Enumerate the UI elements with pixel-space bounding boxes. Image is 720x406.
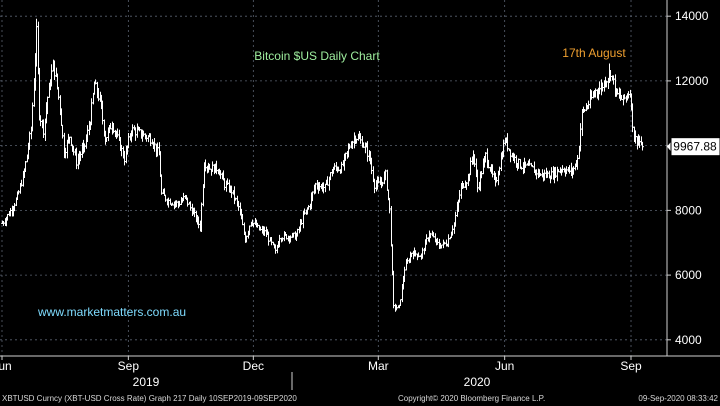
year-label-2020: 2020 — [464, 375, 491, 389]
ohlc-bar — [641, 141, 644, 151]
y-tick-label: 4000 — [675, 333, 702, 347]
x-tick-label: Dec — [243, 359, 264, 373]
watermark-url: www.marketmatters.com.au — [37, 305, 186, 319]
last-price-label: 9967.88 — [673, 140, 717, 154]
year-label-2019: 2019 — [133, 375, 160, 389]
chart-background — [0, 0, 720, 391]
x-axis-ticks: Jun Sep Dec Mar Jun Sep — [0, 356, 642, 373]
y-tick-label: 6000 — [675, 268, 702, 282]
y-tick-label: 8000 — [675, 203, 702, 217]
x-tick-label: Sep — [118, 359, 140, 373]
last-price-marker: 9967.88 — [667, 137, 720, 157]
price-bars — [1, 18, 644, 312]
last-price-box — [670, 137, 720, 157]
x-tick-label: Jun — [495, 359, 514, 373]
x-tick-label: Mar — [368, 359, 389, 373]
footer-bar: XBTUSD Curncy (XBT-USD Cross Rate) Graph… — [0, 391, 720, 406]
x-tick-label: Sep — [620, 359, 642, 373]
y-tick-label: 12000 — [675, 74, 709, 88]
chart-title: Bitcoin $US Daily Chart — [254, 49, 380, 63]
footer-copyright: Copyright© 2020 Bloomberg Finance L.P. — [398, 394, 546, 403]
footer-timestamp: 09-Sep-2020 08:33:42 — [638, 394, 718, 403]
annotation-17th-august: 17th August — [562, 46, 626, 60]
footer-security-info: XBTUSD Curncy (XBT-USD Cross Rate) Graph… — [2, 394, 297, 403]
y-tick-label: 14000 — [675, 9, 709, 23]
x-tick-label: Jun — [0, 359, 12, 373]
grid — [0, 0, 667, 356]
